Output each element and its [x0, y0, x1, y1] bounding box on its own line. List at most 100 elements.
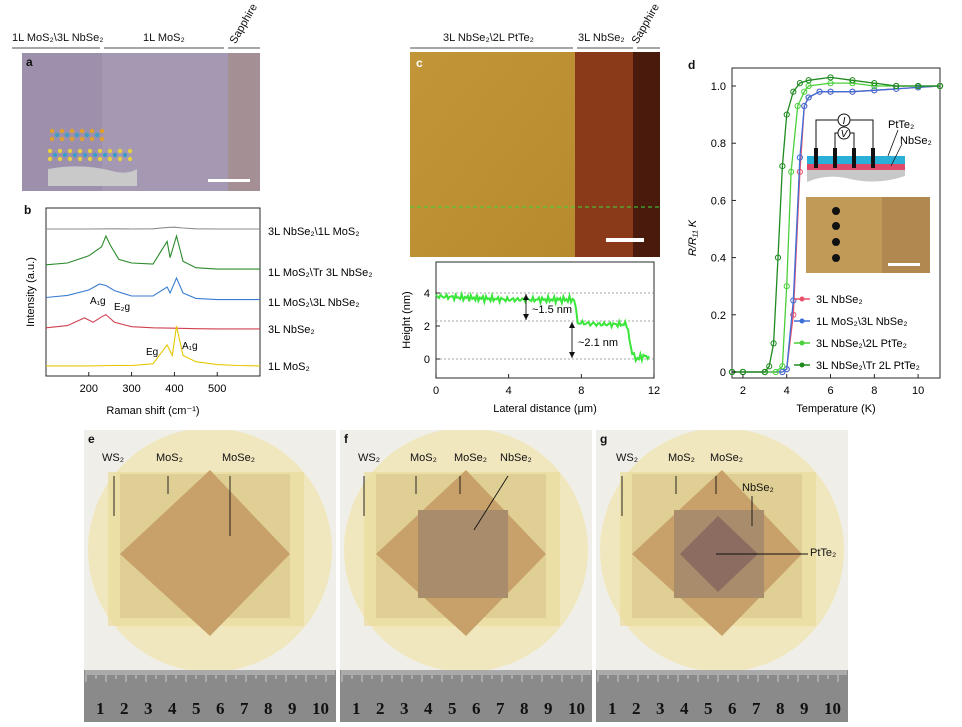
- ruler-number: 1: [608, 699, 617, 718]
- rt-point: [871, 87, 878, 94]
- panel-f-mose2-label: MoSe₂: [454, 452, 488, 464]
- current-meter: [837, 113, 851, 127]
- ruler-number: 2: [120, 699, 129, 718]
- panel-b-xtick: 300: [122, 383, 140, 395]
- rt-point: [779, 363, 786, 370]
- panel-d-legend: 3L NbSe₂ 1L MoS₂\3L NbSe₂ 3L NbSe₂\2L Pt…: [794, 294, 920, 372]
- ruler-number: 6: [728, 699, 737, 718]
- panel-d-frame: [731, 67, 941, 379]
- peak-e2g: E₂g: [114, 302, 130, 313]
- region-mos2: [102, 53, 228, 191]
- scale-bar: [606, 238, 644, 242]
- ruler-number: 3: [656, 699, 665, 718]
- panel-g-letter: g: [600, 432, 608, 446]
- ruler-number: 9: [544, 699, 553, 718]
- region-sapphire: [228, 53, 260, 191]
- voltage-meter: [837, 126, 851, 140]
- rt-point: [827, 80, 834, 87]
- rt-point: [783, 283, 790, 290]
- profile-ytick: 4: [424, 288, 430, 300]
- scale-bar: [888, 263, 920, 266]
- profile-xlabel: Lateral distance (μm): [493, 403, 597, 415]
- substrate: [807, 170, 905, 182]
- rt-point: [790, 311, 797, 318]
- rt-point: [783, 111, 790, 118]
- panel-c-header-ticks: [410, 47, 660, 49]
- rt-point: [770, 340, 777, 347]
- rt-point: [827, 74, 834, 81]
- panel-e-letter: e: [88, 432, 95, 446]
- ruler-number: 10: [824, 699, 841, 718]
- ruler-number: 7: [240, 699, 249, 718]
- current-symbol: I: [843, 116, 846, 127]
- ruler-number: 3: [144, 699, 153, 718]
- panel-c-letter: c: [416, 56, 423, 70]
- panel-d-ytick: 1.0: [711, 81, 726, 93]
- rt-point: [849, 77, 856, 84]
- panel-d-ytick: 0.2: [711, 310, 726, 322]
- contact-dot: [832, 254, 840, 262]
- panel-c-afm-image: c: [410, 52, 660, 257]
- panel-b-xlabel: Raman shift (cm⁻¹): [106, 405, 199, 417]
- panel-g-ws2-label: WS₂: [616, 452, 638, 464]
- ruler-number: 1: [352, 699, 361, 718]
- raman-series-3: [45, 313, 260, 330]
- mose2-film: [120, 470, 290, 636]
- rt-point: [893, 82, 900, 90]
- panel-g-mose2-label: MoSe₂: [710, 452, 744, 464]
- panel-d-letter: d: [688, 58, 696, 72]
- rt-point: [871, 80, 878, 87]
- region-nbse2-ptte2: [410, 52, 575, 257]
- rt-series-2: [732, 82, 940, 373]
- rt-point: [827, 88, 834, 95]
- profile-xtick: 0: [433, 385, 439, 397]
- profile-ytick: 0: [424, 354, 430, 366]
- panel-e-ws2-label: WS₂: [102, 452, 124, 464]
- ruler-number: 6: [472, 699, 481, 718]
- rt-point: [772, 368, 779, 376]
- profile-xtick: 8: [578, 385, 584, 397]
- panel-d-ytick: 0: [720, 367, 726, 379]
- ruler-number: 2: [632, 699, 641, 718]
- step2-annotation: ~2.1 nm: [578, 337, 618, 349]
- ruler-number: 9: [800, 699, 809, 718]
- panel-g-mos2-label: MoS₂: [668, 452, 695, 464]
- panel-b-xtick: 200: [80, 383, 98, 395]
- rt-point: [915, 82, 922, 90]
- ruler-number: 3: [400, 699, 409, 718]
- panel-e-mose2-label: MoSe₂: [222, 452, 256, 464]
- panel-a-header-ticks: [12, 47, 260, 49]
- panel-f-ws2-label: WS₂: [358, 452, 380, 464]
- panel-f-letter: f: [344, 432, 348, 446]
- contact-dot: [832, 207, 840, 215]
- panel-g-wafer: 1 2 3 4 5 6 7 8 9 10: [596, 428, 848, 722]
- panel-d-ylabel: R/R₁₁ K: [687, 219, 699, 256]
- nbse2-film: [418, 510, 508, 598]
- series-label-3: 3L NbSe₂: [268, 324, 315, 336]
- panel-f-wafer: 1 2 3 4 5 6 7 8 9 10: [340, 428, 592, 722]
- panel-b-xtick: 500: [208, 383, 226, 395]
- rt-point: [936, 82, 944, 90]
- panel-b-xtick: 400: [165, 383, 183, 395]
- peak-a1g-left: A₁g: [90, 296, 106, 307]
- scale-bar: [208, 179, 250, 182]
- series-label-1: 1L MoS₂\Tr 3L NbSe₂: [268, 267, 373, 279]
- ruler-number: 10: [568, 699, 585, 718]
- panel-c-afm: [410, 52, 660, 257]
- height-profile-line: [435, 290, 650, 364]
- contact-dot: [832, 222, 840, 230]
- panel-g-ptte2-label: PtTe₂: [810, 547, 837, 559]
- ruler-number: 4: [680, 699, 689, 718]
- raman-series-2: [45, 276, 260, 301]
- panel-d-ytick: 0.6: [711, 195, 726, 207]
- profile-xtick: 4: [506, 385, 512, 397]
- ruler-number: 8: [264, 699, 273, 718]
- panel-d-xtick: 10: [912, 385, 924, 397]
- raman-series-0: [46, 226, 260, 230]
- panel-d-ytick: 0.8: [711, 138, 726, 150]
- rt-point: [790, 297, 797, 304]
- legend-item-0: 3L NbSe₂: [816, 294, 863, 306]
- device-photo-inset: [806, 197, 930, 273]
- rt-point: [779, 368, 786, 376]
- raman-series-4: [46, 325, 261, 367]
